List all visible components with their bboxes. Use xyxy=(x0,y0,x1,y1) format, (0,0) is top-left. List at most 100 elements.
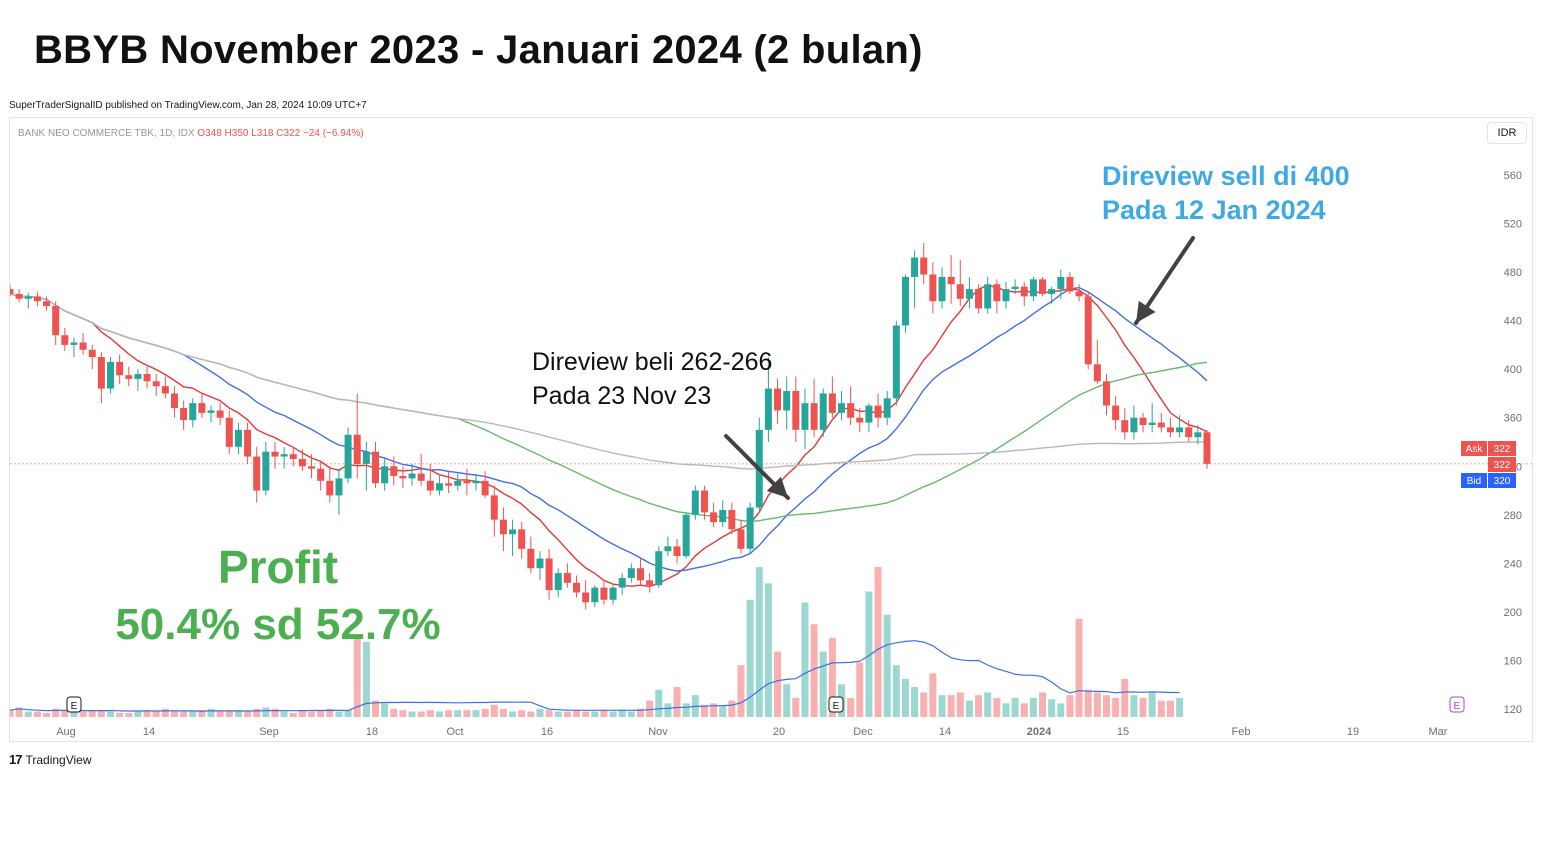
candle-body xyxy=(700,490,708,513)
candle-body xyxy=(627,568,635,578)
volume-bar xyxy=(1176,697,1184,717)
volume-bar xyxy=(828,637,836,717)
candle-body xyxy=(335,478,343,496)
volume-bar xyxy=(618,710,626,717)
candle-body xyxy=(1112,405,1120,421)
volume-bar xyxy=(856,662,864,717)
candlestick-chart[interactable]: E E E BANK NEO COMMERCE TBK, 1D, IDX O348 H… xyxy=(10,118,1532,741)
volume-bar xyxy=(655,689,663,717)
buy-annotation-line1: Direview beli 262-266 xyxy=(532,348,773,376)
bid-tag-label: Bid xyxy=(1467,476,1481,487)
candle-body xyxy=(874,405,882,418)
candle-body xyxy=(591,587,599,603)
candle-body xyxy=(225,417,233,447)
candle-body xyxy=(536,558,544,569)
candle-body xyxy=(216,410,224,418)
volume-bar xyxy=(1102,695,1110,717)
volume-bar xyxy=(947,695,955,717)
candle-body xyxy=(719,509,727,523)
volume-bar xyxy=(737,665,745,717)
candle-body xyxy=(764,388,772,430)
volume-bar xyxy=(207,708,215,717)
brand-name: TradingView xyxy=(25,753,92,767)
buy-arrow-icon xyxy=(724,434,790,500)
event-marker-label: E xyxy=(833,701,840,712)
volume-bar xyxy=(746,599,754,717)
candle-body xyxy=(454,480,462,486)
volume-bar xyxy=(1084,689,1092,717)
currency-button[interactable]: IDR xyxy=(1487,122,1527,144)
candle-body xyxy=(52,306,60,336)
volume-bar xyxy=(1011,697,1019,717)
profit-title: Profit xyxy=(217,541,339,593)
candle-body xyxy=(24,296,32,299)
volume-bar xyxy=(920,692,928,717)
volume-bar xyxy=(61,710,69,717)
chart-frame[interactable]: E E E BANK NEO COMMERCE TBK, 1D, IDX O348 H… xyxy=(9,117,1533,742)
volume-bar xyxy=(408,711,416,717)
y-tick-label: 400 xyxy=(1504,364,1522,376)
volume-bar xyxy=(563,711,571,717)
volume-bar xyxy=(381,703,389,717)
sell-annotation-line1: Direview sell di 400 xyxy=(1102,161,1350,191)
volume-bar xyxy=(445,710,453,717)
legend-value: C322 xyxy=(276,128,303,139)
volume-bar xyxy=(719,706,727,717)
volume-bar xyxy=(70,711,78,717)
volume-bar xyxy=(728,700,736,717)
x-tick-label: 16 xyxy=(541,726,553,738)
candle-body xyxy=(573,582,581,593)
x-tick-label: 19 xyxy=(1347,726,1359,738)
bid-tag-value: 320 xyxy=(1494,476,1511,487)
volume-bar xyxy=(1121,678,1129,717)
volume-bar xyxy=(454,710,462,717)
volume-bar xyxy=(810,624,818,717)
candle-body xyxy=(819,393,827,430)
candle-body xyxy=(892,325,900,399)
x-tick-label: Dec xyxy=(853,726,873,738)
candle-body xyxy=(655,551,663,586)
candle-body xyxy=(463,480,471,484)
candle-body xyxy=(262,451,270,491)
volume-bar xyxy=(700,704,708,717)
event-marker-box xyxy=(1449,696,1465,713)
candle-body xyxy=(408,473,416,479)
event-marker-label: E xyxy=(71,701,78,712)
candle-body xyxy=(801,403,809,430)
ma-medium-line xyxy=(10,286,1208,572)
volume-bar xyxy=(1075,618,1083,717)
x-tick-label: Sep xyxy=(259,726,279,738)
candle-body xyxy=(234,429,242,447)
x-tick-label: 18 xyxy=(366,726,378,738)
candle-body xyxy=(344,434,352,479)
volume-bar xyxy=(399,710,407,717)
bid-tag-value-bg xyxy=(1488,473,1516,488)
volume-bar xyxy=(435,711,443,717)
volume-bar xyxy=(1130,695,1138,717)
candle-body xyxy=(253,456,261,491)
candle-body xyxy=(143,374,151,382)
x-tick-label: 14 xyxy=(143,726,155,738)
candle-body xyxy=(61,335,69,345)
event-marker: E xyxy=(1449,696,1465,713)
candle-body xyxy=(490,495,498,520)
last-price-tag: 322 xyxy=(1488,457,1516,472)
volume-bar xyxy=(965,700,973,717)
candle-body xyxy=(289,454,297,459)
candle-body xyxy=(1176,427,1184,433)
ma-longest-line xyxy=(10,293,1208,470)
volume-bar xyxy=(892,665,900,717)
volume-bar xyxy=(956,692,964,717)
tradingview-brand[interactable]: 17 TradingView xyxy=(9,752,92,767)
y-tick-label: 240 xyxy=(1504,558,1522,570)
last-tag-value: 322 xyxy=(1494,460,1511,471)
volume-bar xyxy=(582,711,590,717)
candle-body xyxy=(381,466,389,484)
candle-body xyxy=(1002,289,1010,302)
candle-body xyxy=(152,381,160,387)
volume-bar xyxy=(783,684,791,717)
volume-bar xyxy=(262,707,270,717)
volume-bar xyxy=(189,711,197,717)
candle-body xyxy=(554,573,562,591)
candle-body xyxy=(107,361,115,389)
